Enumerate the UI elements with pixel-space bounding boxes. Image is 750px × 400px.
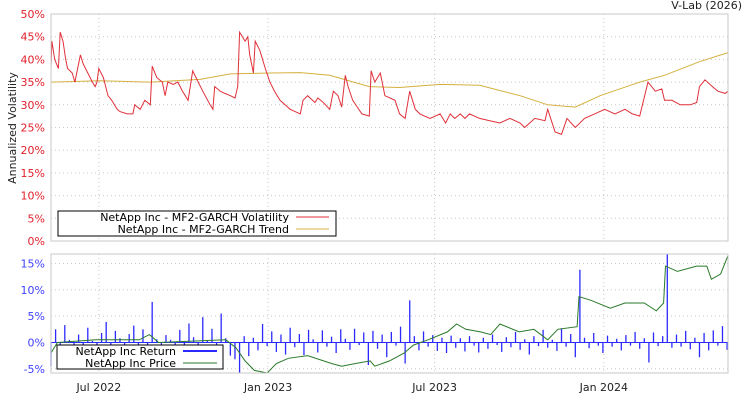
bottom-y-tick-label: 0%: [28, 336, 45, 349]
legend-label-return: NetApp Inc Return: [75, 345, 176, 358]
x-tick-label: Jan 2024: [579, 381, 628, 394]
top-panel-grid: 0% 5% 10% 15% 20% 25% 30% 35% 40% 45% 50%: [21, 8, 728, 248]
bottom-legend: NetApp Inc Return NetApp Inc Price: [56, 344, 224, 370]
top-panel-frame: [50, 13, 729, 242]
bottom-y-tick-label: 10%: [21, 284, 45, 297]
volatility-line: [50, 30, 729, 135]
top-y-tick-label: 25%: [21, 122, 45, 135]
price-line: [50, 255, 729, 374]
trend-line: [50, 52, 729, 108]
x-tick-label: Jan 2023: [243, 381, 292, 394]
top-y-tick-label: 30%: [21, 99, 45, 112]
top-y-tick-label: 15%: [21, 167, 45, 180]
credit-label: V-Lab (2026): [671, 0, 742, 12]
x-tick-label: Jul 2023: [411, 381, 457, 394]
top-y-tick-label: 40%: [21, 53, 45, 66]
legend-label-trend: NetApp Inc - MF2-GARCH Trend: [118, 223, 289, 236]
bottom-legend-box: [56, 344, 224, 370]
top-legend-box: [57, 210, 337, 237]
top-y-tick-label: 5%: [28, 212, 45, 225]
top-y-tick-label: 50%: [21, 8, 45, 21]
legend-label-price: NetApp Inc Price: [85, 357, 176, 370]
legend-label-volatility: NetApp Inc - MF2-GARCH Volatility: [100, 211, 289, 224]
top-y-tick-label: 35%: [21, 76, 45, 89]
top-y-tick-label: 45%: [21, 31, 45, 44]
top-legend: NetApp Inc - MF2-GARCH Volatility NetApp…: [57, 210, 337, 237]
y-axis-label: Annualized Volatility: [6, 72, 19, 184]
bottom-panel-frame: [50, 253, 729, 374]
bottom-y-tick-label: -5%: [24, 363, 45, 376]
top-y-tick-label: 20%: [21, 144, 45, 157]
chart-marks: [50, 30, 729, 374]
x-tick-label: Jul 2022: [75, 381, 121, 394]
bottom-y-tick-label: 15%: [21, 257, 45, 270]
top-y-tick-label: 0%: [28, 235, 45, 248]
bottom-y-tick-label: 5%: [28, 310, 45, 323]
top-y-tick-label: 10%: [21, 190, 45, 203]
